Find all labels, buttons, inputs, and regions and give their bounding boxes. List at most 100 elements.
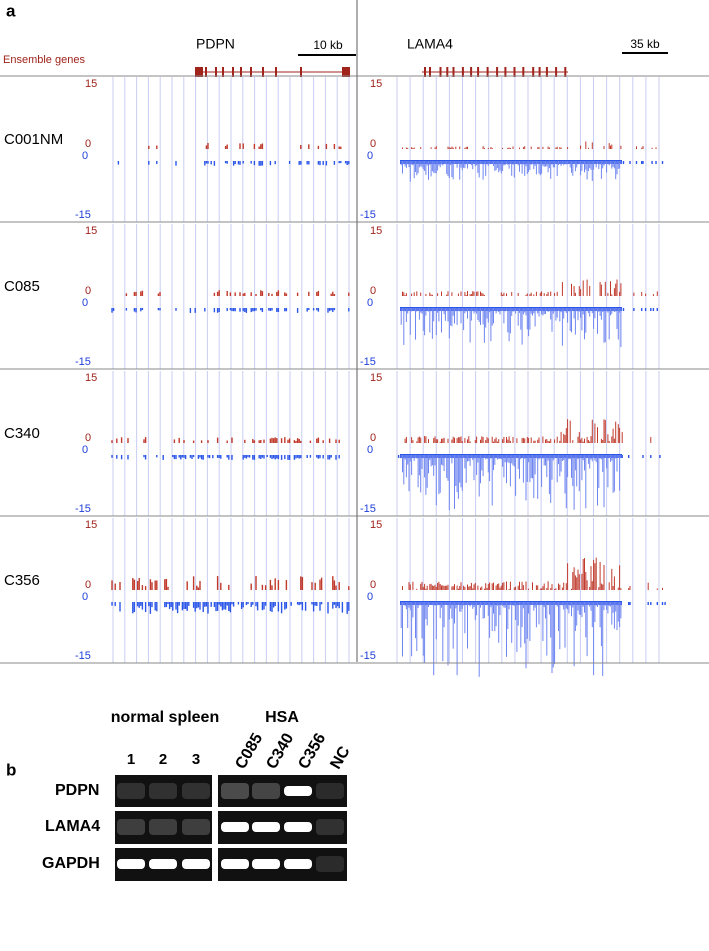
lane-label: C340 [263,730,297,772]
sample-label: C001NM [4,131,63,148]
exon [429,67,431,77]
exon [555,67,558,77]
axis-label: -15 [75,650,91,662]
exon [275,67,277,77]
exon [262,67,264,77]
axis-label: -15 [360,356,376,368]
tracks: C001NM1500-151500-15C0851500-151500-15C3… [0,67,709,677]
band [284,822,312,832]
band [221,822,249,832]
exon [545,67,548,77]
exon [504,67,507,77]
axis-label: 15 [85,225,97,237]
exon [240,67,242,77]
axis-label: -15 [75,356,91,368]
scale-label: 35 kb [630,37,660,51]
band [252,822,280,832]
exon [342,67,350,77]
exon [470,67,473,77]
band [149,819,177,835]
axis-label: 0 [367,444,373,456]
axis-label: 15 [370,225,382,237]
axis-label: 0 [82,297,88,309]
sample-label: C085 [4,278,40,295]
band [117,819,145,835]
band [221,783,249,799]
exon [195,67,203,77]
exon [205,67,207,77]
lane-label: NC [327,743,354,772]
group-label: HSA [265,709,299,726]
exon [461,67,464,77]
coverage-minus [400,307,622,311]
exon [222,67,224,77]
coverage-minus [400,601,622,605]
band [252,783,280,799]
band [117,783,145,799]
coverage-minus [400,454,622,458]
band [221,859,249,869]
band [182,819,210,835]
gene-label: LAMA4 [45,818,100,835]
band [284,859,312,869]
axis-label: 0 [367,591,373,603]
axis-label: 0 [85,432,91,444]
lane-label: C085 [232,730,266,772]
exon [538,67,541,77]
exon [250,67,252,77]
exon [200,67,202,77]
exon [496,67,499,77]
axis-label: 15 [85,519,97,531]
lane-label: 2 [159,751,167,768]
exon [232,67,234,77]
lane-label: 1 [127,751,135,768]
band [149,783,177,799]
panel-label: a [6,1,16,20]
band [316,819,344,835]
exon [215,67,217,77]
band [149,859,177,869]
axis-label: 0 [370,138,376,150]
scale-label: 10 kb [313,38,343,52]
axis-label: 15 [85,372,97,384]
track-label: Ensemble genes [3,54,85,66]
gel-panel: b normal spleen HSA PDPN LAMA4 GAPDH 1 2 3… [6,709,354,881]
band [182,783,210,799]
band [117,859,145,869]
exon [532,67,535,77]
axis-label: -15 [360,503,376,515]
sample-label: C356 [4,572,40,589]
axis-label: 0 [370,432,376,444]
axis-label: -15 [360,650,376,662]
axis-label: 0 [370,579,376,591]
axis-label: 0 [85,579,91,591]
coverage-minus [400,160,622,164]
axis-label: 0 [85,138,91,150]
band [252,859,280,869]
exon [300,67,302,77]
exon [439,67,442,77]
gene-name: PDPN [196,36,235,52]
group-label: normal spleen [111,709,219,726]
gene-label: GAPDH [42,855,100,872]
exon [477,67,480,77]
exon [486,67,489,77]
band [316,783,344,799]
axis-label: -15 [75,503,91,515]
axis-label: -15 [360,209,376,221]
axis-label: 15 [370,78,382,90]
exon [424,67,426,77]
lane-label: 3 [192,751,200,768]
axis-label: 0 [82,591,88,603]
exon [522,67,525,77]
exon [452,67,455,77]
axis-label: 0 [82,444,88,456]
axis-label: 0 [85,285,91,297]
exon [513,67,516,77]
band [284,786,312,796]
axis-label: 0 [367,150,373,162]
lane-label: C356 [295,730,329,772]
axis-label: 15 [85,78,97,90]
axis-label: 15 [370,372,382,384]
axis-label: 15 [370,519,382,531]
